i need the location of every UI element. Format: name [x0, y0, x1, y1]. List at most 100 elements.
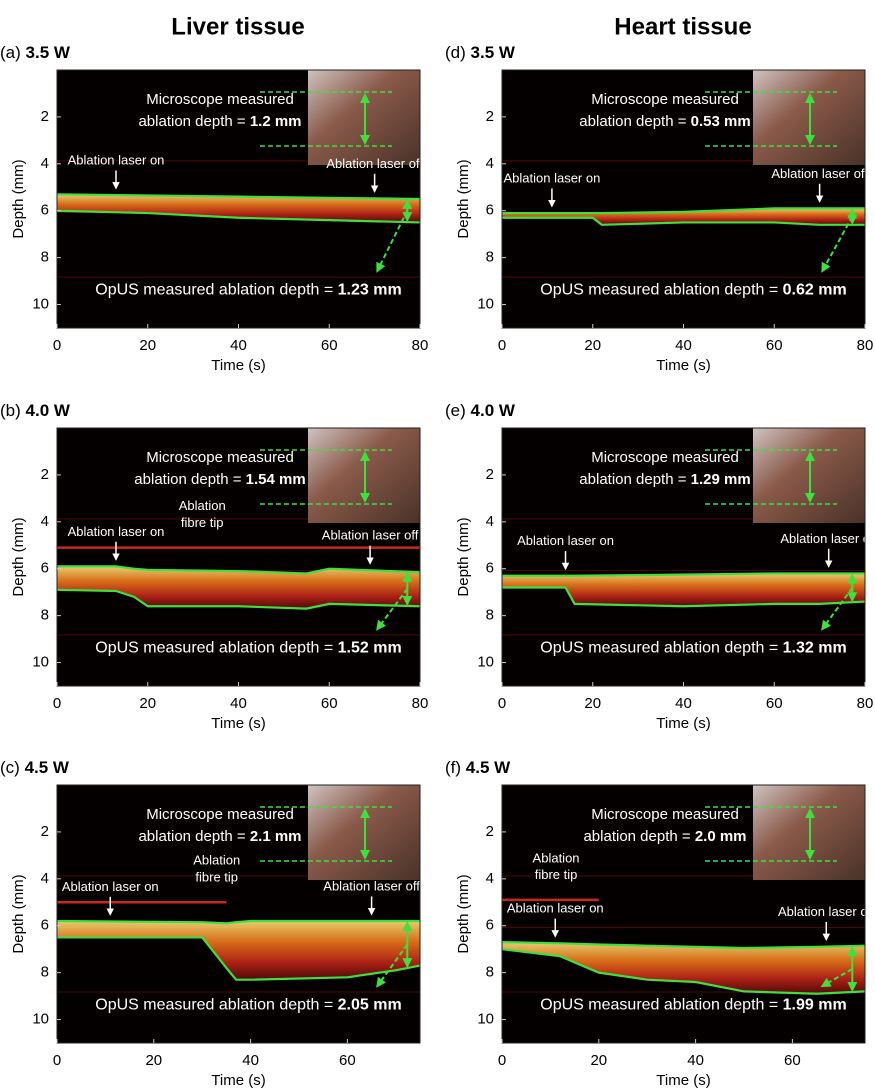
speckle-line: [57, 276, 420, 277]
opus-depth: 1.23 mm: [338, 282, 402, 299]
x-tick-label: 40: [675, 337, 692, 354]
y-tick-label: 10: [477, 296, 494, 313]
panel-letter: (d): [445, 43, 466, 62]
microscope-text: Microscope measured: [146, 806, 294, 823]
x-tick-label: 20: [145, 1052, 162, 1069]
y-tick-label: 6: [486, 202, 494, 219]
x-axis-label: Time (s): [656, 357, 710, 374]
microscope-text: ablation depth = 1.54 mm: [134, 471, 305, 488]
x-axis-label: Time (s): [656, 1072, 710, 1089]
microscope-text: ablation depth = 1.29 mm: [579, 471, 750, 488]
opus-text: OpUS measured ablation depth = 2.05 mm: [95, 997, 401, 1014]
laser-label: Ablation laser off: [771, 166, 868, 181]
y-tick-label: 4: [41, 870, 49, 887]
panel-letter: (f): [445, 758, 461, 777]
microscope-depth: 2.1 mm: [250, 828, 302, 845]
opus-depth: 0.62 mm: [783, 282, 847, 299]
microscope-text-part: ablation depth =: [138, 828, 249, 845]
y-tick-label: 6: [41, 917, 49, 934]
y-tick-label: 4: [486, 155, 494, 172]
fibre-tip-label: fibre tip: [181, 515, 224, 530]
y-axis-label: Depth (mm): [455, 159, 472, 238]
speckle-line: [502, 570, 865, 571]
laser-label: Ablation laser on: [62, 879, 159, 894]
microscope-depth: 0.53 mm: [691, 113, 751, 130]
microscope-text-part: ablation depth =: [138, 113, 249, 130]
panel: (c) 4.5 W Microscope measured ablation dep…: [0, 758, 420, 1088]
y-tick-label: 6: [41, 202, 49, 219]
x-tick-label: 40: [242, 1052, 259, 1069]
x-tick-label: 80: [857, 695, 874, 712]
x-tick-label: 80: [857, 337, 874, 354]
x-tick-label: 60: [321, 695, 338, 712]
opus-text: OpUS measured ablation depth = 1.32 mm: [540, 640, 846, 657]
laser-label: Ablation laser off: [326, 156, 423, 171]
microscope-depth: 2.0 mm: [695, 828, 747, 845]
opus-text-part: OpUS measured ablation depth =: [95, 997, 337, 1014]
microscope-text: Microscope measured: [591, 806, 739, 823]
microscope-text: Microscope measured: [591, 91, 739, 108]
fibre-tip-label: Ablation: [533, 850, 580, 865]
panel: (a) 3.5 W Microscope measured ablation dep…: [0, 43, 428, 373]
fibre-tip-label: fibre tip: [195, 870, 238, 885]
y-axis-label: Depth (mm): [455, 874, 472, 953]
speckle-line: [502, 927, 865, 928]
opus-text: OpUS measured ablation depth = 1.23 mm: [95, 282, 401, 299]
microscope-text: ablation depth = 0.53 mm: [579, 113, 750, 130]
y-tick-label: 8: [486, 607, 494, 624]
x-tick-label: 0: [498, 337, 506, 354]
opus-depth: 1.99 mm: [783, 997, 847, 1014]
y-tick-label: 8: [41, 964, 49, 981]
panel-title: 4.0 W: [26, 401, 71, 420]
panel-letter: (b): [0, 401, 21, 420]
microscope-text-part: ablation depth =: [583, 828, 694, 845]
microscope-text: ablation depth = 1.2 mm: [138, 113, 301, 130]
microscope-text: Microscope measured: [146, 449, 294, 466]
y-axis-label: Depth (mm): [10, 874, 27, 953]
speckle-line: [57, 634, 420, 635]
x-tick-label: 20: [139, 695, 156, 712]
panel-title: 3.5 W: [26, 43, 71, 62]
y-tick-label: 2: [486, 466, 494, 483]
column-title: Heart tissue: [614, 13, 751, 40]
column-title: Liver tissue: [171, 13, 304, 40]
laser-label: Ablation laser on: [517, 533, 614, 548]
opus-depth: 1.32 mm: [783, 640, 847, 657]
panel-label: (a) 3.5 W: [0, 43, 71, 62]
speckle-line: [502, 276, 865, 277]
x-tick-label: 40: [230, 695, 247, 712]
x-tick-label: 20: [584, 337, 601, 354]
fibre-tip-label: fibre tip: [535, 867, 578, 882]
y-tick-label: 8: [486, 964, 494, 981]
opus-text-part: OpUS measured ablation depth =: [95, 640, 337, 657]
y-tick-label: 2: [486, 823, 494, 840]
panel: (b) 4.0 W Microscope measured ablation dep…: [0, 401, 428, 731]
x-tick-label: 60: [339, 1052, 356, 1069]
x-tick-label: 0: [498, 1052, 506, 1069]
microscope-text: Microscope measured: [146, 91, 294, 108]
x-tick-label: 0: [53, 695, 61, 712]
opus-text-part: OpUS measured ablation depth =: [540, 282, 782, 299]
y-tick-label: 10: [477, 654, 494, 671]
laser-label: Ablation laser on: [507, 901, 604, 916]
opus-text: OpUS measured ablation depth = 1.99 mm: [540, 997, 846, 1014]
x-tick-label: 0: [53, 1052, 61, 1069]
opus-depth: 1.52 mm: [338, 640, 402, 657]
microscope-text-part: ablation depth =: [579, 471, 690, 488]
panel-title: 4.0 W: [471, 401, 516, 420]
laser-label: Ablation laser off: [322, 528, 419, 543]
opus-text: OpUS measured ablation depth = 1.52 mm: [95, 640, 401, 657]
x-axis-label: Time (s): [211, 1072, 265, 1089]
microscope-depth: 1.2 mm: [250, 113, 302, 130]
y-tick-label: 8: [486, 249, 494, 266]
y-tick-label: 2: [41, 823, 49, 840]
y-tick-label: 10: [32, 1011, 49, 1028]
x-tick-label: 0: [498, 695, 506, 712]
laser-label: Ablation laser off: [778, 904, 875, 919]
microscope-text: ablation depth = 2.0 mm: [583, 828, 746, 845]
opus-text-part: OpUS measured ablation depth =: [95, 282, 337, 299]
panel-label: (c) 4.5 W: [0, 758, 70, 777]
opus-text-part: OpUS measured ablation depth =: [540, 997, 782, 1014]
panel-title: 3.5 W: [471, 43, 516, 62]
